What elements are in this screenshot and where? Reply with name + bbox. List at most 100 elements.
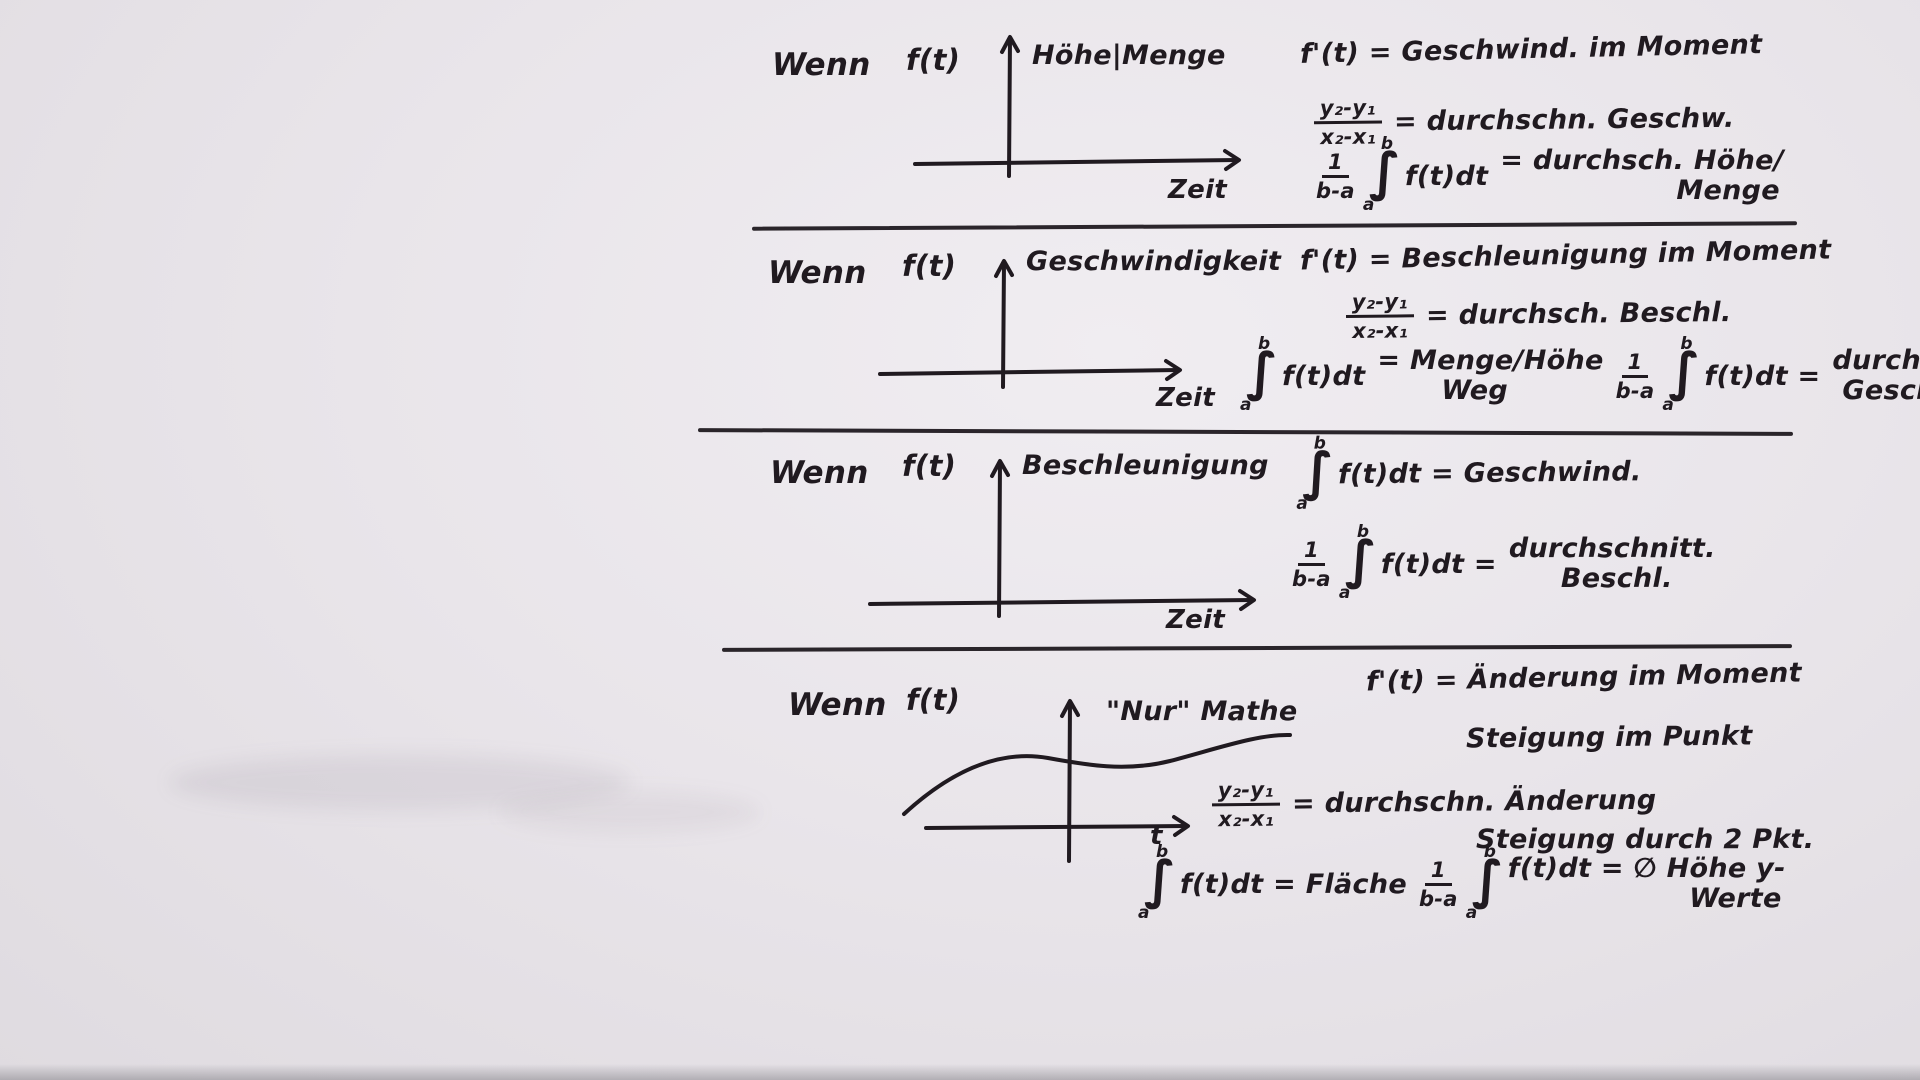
formula-integral-row3: b ∫ a f(t)dt = Geschwind.	[1296, 434, 1642, 515]
integral-icon: ∫	[1344, 530, 1377, 591]
function-label-row3: f(t)	[902, 449, 957, 483]
fraction: y₂-y₁ x₂-x₁	[1345, 289, 1415, 344]
fraction: 1 b-a	[1292, 538, 1331, 591]
result-line1: = durchsch. Höhe/	[1500, 145, 1784, 176]
integral-upper-limit: b	[1156, 842, 1169, 863]
result-line2: Menge	[1676, 175, 1780, 207]
result-line2: Geschw.	[1842, 375, 1920, 407]
integral-upper-limit: b	[1483, 842, 1497, 863]
result-stack: f(t)dt = ∅ Höhe y- Werte	[1508, 853, 1786, 915]
result-line1: = Menge/Höhe	[1377, 345, 1604, 376]
integral-icon: ∫	[1144, 850, 1177, 911]
x-axis-line	[868, 598, 1254, 606]
x-axis-label-row3: Zeit	[1166, 605, 1226, 635]
function-curve	[902, 732, 1292, 816]
integral-lower-limit: a	[1138, 902, 1150, 923]
formula-difference-quotient-row4: y₂-y₁ x₂-x₁ = durchschn. Änderung	[1211, 774, 1657, 832]
fraction-rhs: = durchsch. Beschl.	[1425, 297, 1732, 332]
y-axis-arrow-icon	[1000, 35, 1020, 54]
fraction-numerator: 1	[1424, 858, 1452, 886]
fraction: 1 b-a	[1419, 858, 1458, 911]
fraction-denominator: b-a	[1316, 178, 1355, 203]
integral-sign: b ∫ a	[1466, 843, 1504, 923]
x-axis-line	[924, 824, 1188, 830]
fraction-denominator: x₂-x₁	[1218, 806, 1275, 832]
wenn-label-row3: Wenn	[770, 455, 869, 491]
formula-average-integral-row3: 1 b-a b ∫ a f(t)dt = durchschnitt. Beschl.	[1292, 523, 1716, 603]
fraction: 1 b-a	[1316, 150, 1355, 203]
axes-sketch-row1	[913, 35, 1241, 178]
axes-sketch-row2	[878, 259, 1182, 389]
y-axis-line	[1001, 260, 1006, 389]
integrand: f(t)dt	[1404, 160, 1489, 192]
fraction-numerator: y₂-y₁	[1313, 95, 1383, 125]
function-label-row2: f(t)	[902, 249, 957, 283]
fraction: y₂-y₁ x₂-x₁	[1211, 777, 1281, 832]
y-axis-line	[1007, 36, 1012, 178]
fraction-denominator: b-a	[1615, 378, 1655, 403]
integral-upper-limit: b	[1680, 334, 1693, 355]
formula-derivative-row4-line2: Steigung im Punkt	[1465, 720, 1753, 755]
integral-sign: b ∫ a	[1662, 335, 1700, 415]
fraction-rhs: = durchschn. Geschw.	[1393, 102, 1735, 138]
x-axis-line	[913, 158, 1239, 166]
x-axis-line	[878, 368, 1180, 376]
axes-sketch-row3	[868, 459, 1256, 618]
row-divider-3	[721, 644, 1793, 652]
integral-icon: ∫	[1246, 342, 1279, 403]
result-line2: Beschl.	[1560, 563, 1673, 595]
result-stack: = Menge/Höhe Weg	[1377, 345, 1604, 407]
bottom-edge-shadow	[0, 1064, 1920, 1080]
y-axis-arrow-icon	[990, 459, 1010, 478]
eraser-smudge	[500, 792, 760, 832]
integral-lower-limit: a	[1662, 394, 1675, 415]
fraction-numerator: y₂-y₁	[1211, 777, 1281, 807]
integral-sign: b ∫ a	[1240, 335, 1278, 415]
integrand: f(t)dt = Geschwind.	[1337, 456, 1642, 491]
formula-difference-quotient-row4-line2: Steigung durch 2 Pkt.	[1476, 824, 1815, 855]
fraction-numerator: 1	[1297, 538, 1325, 566]
integral-sign: b ∫ a	[1363, 135, 1401, 215]
x-axis-arrow-icon	[1223, 149, 1241, 171]
formula-difference-quotient-row1: y₂-y₁ x₂-x₁ = durchschn. Geschw.	[1313, 92, 1735, 150]
formula-integrals-row2: b ∫ a f(t)dt = Menge/Höhe Weg 1 b-a b ∫ a f(t)…	[1240, 335, 1920, 415]
y-axis-label-row1: Höhe|Menge	[1032, 40, 1226, 71]
result-stack: durchsch.Geschw.	[1832, 345, 1920, 407]
fraction-denominator: x₂-x₁	[1352, 318, 1409, 344]
y-axis-line	[997, 460, 1002, 618]
integral-lower-limit: a	[1240, 394, 1252, 415]
fraction-numerator: y₂-y₁	[1345, 289, 1415, 319]
integral-icon: ∫	[1668, 342, 1701, 403]
integral-sign: b ∫ a	[1296, 434, 1334, 515]
fraction-rhs: = durchschn. Änderung	[1291, 784, 1657, 820]
fraction: y₂-y₁ x₂-x₁	[1313, 95, 1383, 149]
x-axis-label-row1: Zeit	[1168, 175, 1228, 205]
result-line1: durchschnitt.	[1508, 533, 1716, 564]
integral-lower-limit: a	[1296, 494, 1309, 515]
formula-derivative-row1: f'(t) = Geschwind. im Moment	[1299, 29, 1763, 70]
formula-derivative-row2: f'(t) = Beschleunigung im Moment	[1299, 234, 1832, 277]
x-axis-label-row2: Zeit	[1156, 383, 1216, 413]
formula-integrals-row4: b ∫ a f(t)dt = Fläche 1 b-a b ∫ a f(t)dt = ∅ …	[1138, 843, 1786, 923]
fraction-denominator: b-a	[1292, 566, 1331, 591]
integral-upper-limit: b	[1380, 134, 1394, 155]
integral-sign: b ∫ a	[1339, 523, 1377, 603]
result-line2: Weg	[1441, 375, 1508, 407]
integral-lower-limit: a	[1362, 194, 1375, 215]
wenn-label-row1: Wenn	[772, 47, 871, 83]
result-stack: = durchsch. Höhe/Menge	[1500, 145, 1784, 207]
integrand: f(t)dt	[1282, 360, 1366, 392]
integral-icon: ∫	[1368, 142, 1401, 203]
result-line2: Werte	[1689, 883, 1782, 915]
curve-caption-row4: "Nur" Mathe	[1106, 696, 1298, 727]
wenn-label-row2: Wenn	[768, 255, 867, 291]
integral-sign: b ∫ a	[1138, 843, 1176, 923]
formula-derivative-row4: f'(t) = Änderung im Moment	[1365, 657, 1803, 698]
x-axis-arrow-icon	[1164, 359, 1182, 381]
integral-icon: ∫	[1471, 850, 1504, 911]
integrand: f(t)dt =	[1380, 548, 1497, 580]
fraction-numerator: 1	[1621, 350, 1649, 378]
row-divider-2	[697, 428, 1794, 436]
integral-upper-limit: b	[1258, 334, 1271, 355]
